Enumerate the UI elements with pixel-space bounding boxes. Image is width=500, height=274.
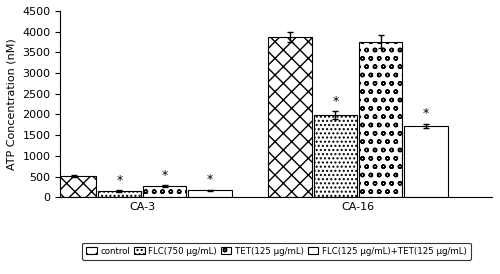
Text: *: * [116,174,122,187]
Text: *: * [207,173,213,186]
Bar [314,115,357,197]
Bar [359,42,403,197]
Bar [404,126,448,197]
Bar [52,176,96,197]
Text: *: * [423,107,429,121]
Bar [143,186,186,197]
Bar [98,191,141,197]
Y-axis label: ATP Concentration (nM): ATP Concentration (nM) [7,38,17,170]
Bar [188,190,232,197]
Bar [268,37,312,197]
Text: *: * [332,95,338,108]
Text: *: * [162,169,168,182]
Legend: control, FLC(750 μg/mL), TET(125 μg/mL), FLC(125 μg/mL)+TET(125 μg/mL): control, FLC(750 μg/mL), TET(125 μg/mL),… [82,242,470,260]
